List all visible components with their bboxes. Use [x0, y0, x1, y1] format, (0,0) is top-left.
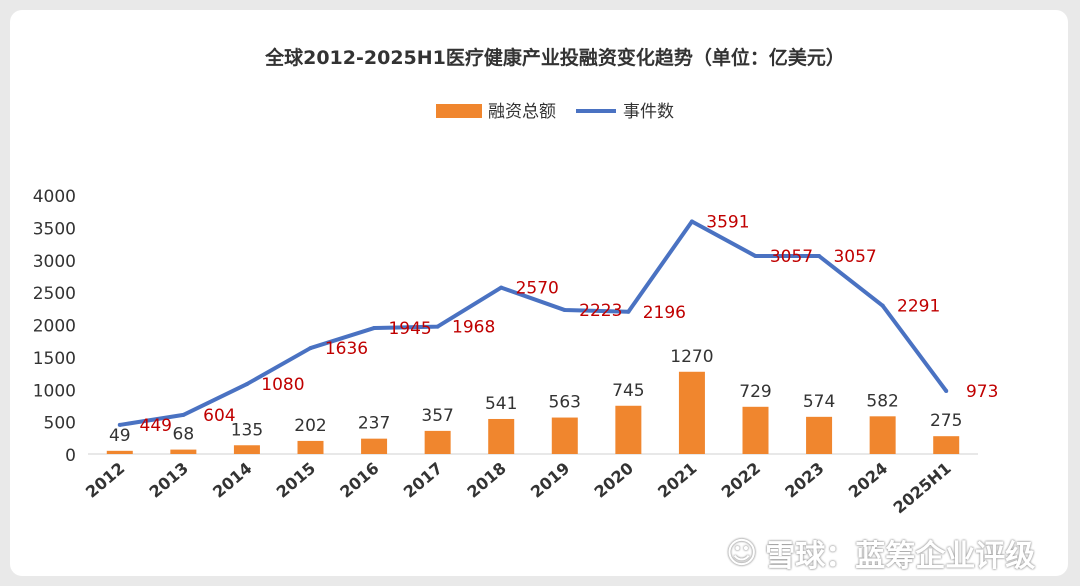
x-tick-label: 2017: [400, 459, 446, 502]
x-tick-label: 2018: [463, 459, 509, 502]
line-point: [435, 324, 440, 329]
x-tick-label: 2020: [591, 459, 637, 502]
bar: [297, 440, 324, 454]
bar: [551, 417, 578, 454]
bar: [742, 406, 769, 454]
x-tick-label: 2023: [781, 459, 827, 502]
watermark-logo-icon: ☺: [726, 535, 758, 571]
legend-bar-label: 融资总额: [488, 102, 556, 122]
line-point: [181, 412, 186, 417]
bar: [361, 438, 388, 454]
bar-value-label: 49: [109, 426, 131, 446]
bar-value-label: 574: [803, 392, 835, 412]
x-tick-label: 2014: [209, 459, 255, 502]
line-point: [308, 346, 313, 351]
line-point: [753, 254, 758, 259]
bar: [170, 449, 197, 454]
line-value-label: 1968: [452, 318, 495, 338]
bar-value-label: 729: [739, 382, 771, 402]
bar: [678, 371, 705, 454]
x-tick-label: 2021: [654, 459, 700, 502]
line-value-label: 449: [140, 416, 172, 436]
line-value-label: 2223: [579, 301, 622, 321]
x-tick-label: 2016: [336, 459, 382, 502]
x-tick-label: 2015: [273, 459, 319, 502]
bar-value-label: 745: [612, 381, 644, 401]
y-tick-label: 4000: [33, 187, 76, 207]
x-tick-label: 2024: [845, 459, 891, 502]
x-tick-label: 2019: [527, 459, 573, 502]
line-value-label: 1945: [388, 319, 431, 339]
bar-value-label: 135: [231, 420, 263, 440]
bar-value-label: 202: [294, 416, 326, 436]
line-point: [244, 382, 249, 387]
bar-value-label: 68: [173, 425, 195, 445]
y-tick-label: 500: [44, 414, 76, 434]
line-point: [499, 285, 504, 290]
x-tick-label: 2025H1: [890, 459, 955, 518]
line-value-label: 2291: [897, 297, 940, 317]
y-tick-label: 1000: [33, 381, 76, 401]
bar: [869, 416, 896, 454]
line-value-label: 2196: [643, 303, 686, 323]
line-value-label: 3591: [706, 212, 749, 232]
line-value-label: 1080: [261, 375, 304, 395]
bar: [424, 430, 451, 454]
line-point: [626, 309, 631, 314]
y-tick-label: 3000: [33, 252, 76, 272]
watermark-text: 雪球：蓝筹企业评级: [765, 539, 1036, 574]
bar-series: [106, 371, 960, 454]
y-axis-ticks: 0 500 1000 1500 2000 2500 3000 3500 4000: [33, 187, 76, 466]
line-point: [817, 254, 822, 259]
line-point: [944, 388, 949, 393]
watermark: ☺ 雪球：蓝筹企业评级: [726, 528, 1076, 578]
legend-bar-swatch: [436, 104, 482, 118]
x-tick-label: 2012: [82, 459, 128, 502]
line-value-label: 604: [203, 406, 235, 426]
y-tick-label: 2500: [33, 284, 76, 304]
line-point: [562, 308, 567, 313]
bar: [933, 436, 960, 454]
line-path: [119, 219, 948, 427]
bar-data-labels: 49 68 135 202 237 357 541 563 745 1270 729 574 582 27…: [109, 347, 962, 446]
chart-card: [10, 10, 1068, 576]
line-value-label: 3057: [833, 247, 876, 267]
line-data-labels: 449 604 1080 1636 1945 1968 2570 2223 2196 3591 30…: [140, 212, 999, 435]
line-value-label: 2570: [516, 279, 559, 299]
line-point: [372, 326, 377, 331]
legend-line-label: 事件数: [623, 102, 674, 122]
y-tick-label: 2000: [33, 317, 76, 337]
chart-title: 全球2012-2025H1医疗健康产业投融资变化趋势（单位：亿美元）: [264, 46, 845, 69]
bar-value-label: 563: [549, 393, 581, 413]
bar-value-label: 1270: [670, 347, 713, 367]
line-point: [117, 422, 122, 427]
bar-value-label: 237: [358, 414, 390, 434]
x-tick-label: 2013: [146, 459, 192, 502]
bar: [488, 418, 515, 454]
y-tick-label: 1500: [33, 349, 76, 369]
bar: [615, 405, 642, 454]
bar-value-label: 541: [485, 394, 517, 414]
y-tick-label: 3500: [33, 219, 76, 239]
bar-value-label: 582: [866, 391, 898, 411]
y-tick-label: 0: [65, 446, 76, 466]
bar: [806, 416, 833, 454]
bar: [106, 450, 133, 454]
x-tick-label: 2022: [718, 459, 764, 502]
line-series: [117, 219, 949, 427]
line-value-label: 973: [966, 382, 998, 402]
line-value-label: 3057: [770, 247, 813, 267]
line-point: [689, 219, 694, 224]
line-point: [880, 303, 885, 308]
bar-value-label: 275: [930, 411, 962, 431]
bar-value-label: 357: [421, 406, 453, 426]
bar: [233, 445, 260, 454]
x-axis-ticks: 2012 2013 2014 2015 2016 2017 2018 2019 2020 2021…: [82, 459, 955, 518]
line-value-label: 1636: [325, 339, 368, 359]
